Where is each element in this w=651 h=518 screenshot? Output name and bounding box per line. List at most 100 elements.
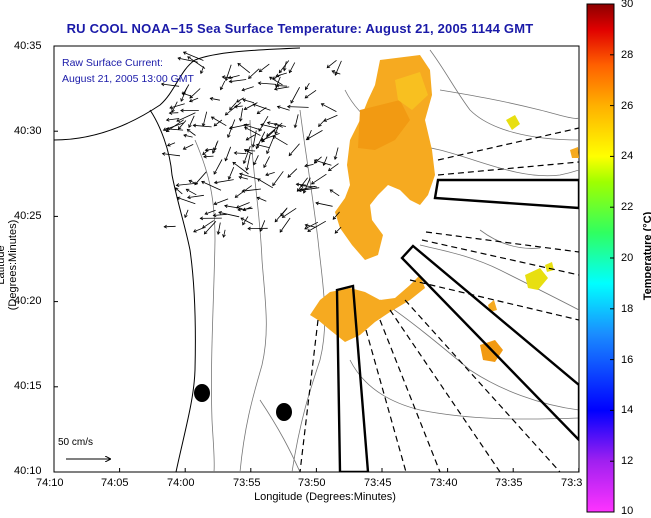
current-vector <box>334 147 339 160</box>
current-vector <box>202 111 208 127</box>
current-vector <box>213 159 223 175</box>
current-vector <box>175 187 183 195</box>
coverage-polygons <box>335 178 579 472</box>
current-vector-head <box>333 156 338 160</box>
current-vector <box>169 103 185 109</box>
current-vector <box>259 220 266 232</box>
current-vector <box>223 229 226 238</box>
current-vector-head <box>204 148 209 152</box>
current-vector-head <box>221 75 226 80</box>
current-vector-head <box>165 117 170 122</box>
dashed-lines <box>299 127 579 472</box>
current-vector <box>239 173 260 180</box>
current-vectors <box>160 51 342 238</box>
current-vector-head <box>265 172 269 177</box>
current-vector <box>186 188 197 196</box>
current-vector <box>236 97 245 103</box>
current-vector <box>306 130 323 141</box>
current-vector <box>183 134 193 138</box>
current-vector <box>307 129 312 140</box>
current-vector-head <box>224 204 228 209</box>
colorbar-tick-label: 12 <box>621 455 634 467</box>
current-vector-head <box>162 127 167 131</box>
x-axis-label: Longitude (Degrees:Minutes) <box>254 491 396 503</box>
current-vector-head <box>181 92 186 96</box>
current-vector-head <box>219 86 224 91</box>
current-vector <box>194 171 207 185</box>
current-vector <box>243 124 262 131</box>
current-vector <box>311 173 327 185</box>
current-vector <box>242 188 261 192</box>
current-vector-head <box>226 134 231 139</box>
current-vector-head <box>320 103 325 107</box>
current-vector-head <box>288 69 293 74</box>
station-marker <box>276 403 292 421</box>
annotation-line1: Raw Surface Current: <box>62 57 163 69</box>
current-vector-head <box>240 217 245 221</box>
current-vector-head <box>318 123 322 127</box>
current-vector <box>272 171 284 186</box>
current-vector <box>201 181 222 191</box>
current-vector <box>178 57 198 63</box>
colorbar-tick-label: 28 <box>621 49 634 61</box>
current-vector-head <box>266 133 270 137</box>
current-vector-head <box>201 123 206 127</box>
current-vector <box>222 76 233 79</box>
current-vector-head <box>260 123 264 127</box>
current-vector-head <box>160 82 165 87</box>
current-vector <box>178 120 187 130</box>
current-vector-head <box>242 98 246 103</box>
current-vector-head <box>183 133 187 138</box>
current-vector-head <box>281 214 286 218</box>
scale-label: 50 cm/s <box>58 437 94 448</box>
current-vector-head <box>305 136 310 141</box>
current-vector-head <box>163 224 167 229</box>
current-vector-head <box>212 213 217 218</box>
current-vector-head <box>165 127 169 131</box>
current-vector-head <box>280 212 284 217</box>
current-vector <box>166 119 184 132</box>
current-vector-head <box>334 72 338 76</box>
current-vector <box>225 146 232 161</box>
current-vector <box>210 97 220 101</box>
current-vector <box>188 115 195 128</box>
current-vector-head <box>186 128 191 133</box>
current-vector-head <box>203 154 207 159</box>
current-annotation: Raw Surface Current: August 21, 2005 13:… <box>62 56 194 86</box>
current-vector <box>334 226 342 234</box>
current-vector <box>227 119 236 138</box>
current-vector <box>277 106 290 111</box>
current-vector-head <box>228 79 233 84</box>
current-vector <box>260 124 278 129</box>
current-vector-head <box>272 182 276 187</box>
current-vector-head <box>201 224 206 229</box>
current-vector <box>164 225 176 228</box>
current-vector-head <box>168 111 173 115</box>
colorbar-tick-label: 22 <box>621 201 634 213</box>
current-vector <box>213 119 223 127</box>
current-vector <box>243 145 251 164</box>
current-vector-head <box>279 229 283 233</box>
current-vector <box>167 142 176 147</box>
current-vector-head <box>177 56 182 61</box>
current-vector <box>303 177 311 194</box>
current-vector-head <box>236 99 240 103</box>
current-vector-head <box>187 195 191 200</box>
current-vector-head <box>257 81 262 86</box>
current-vector <box>305 82 310 90</box>
current-vector-head <box>188 124 192 129</box>
current-vector <box>200 66 205 74</box>
current-vector-head <box>218 211 222 215</box>
current-vector <box>229 102 237 111</box>
current-vector-head <box>228 125 233 130</box>
colorbar-tick-label: 16 <box>621 354 634 366</box>
current-vector-head <box>176 118 181 122</box>
current-vector-head <box>255 143 260 148</box>
current-vector <box>274 123 283 128</box>
current-vector <box>274 86 290 90</box>
current-vector-head <box>232 161 237 166</box>
current-vector <box>323 114 338 122</box>
current-vector <box>166 128 184 131</box>
current-vector-head <box>237 207 241 212</box>
